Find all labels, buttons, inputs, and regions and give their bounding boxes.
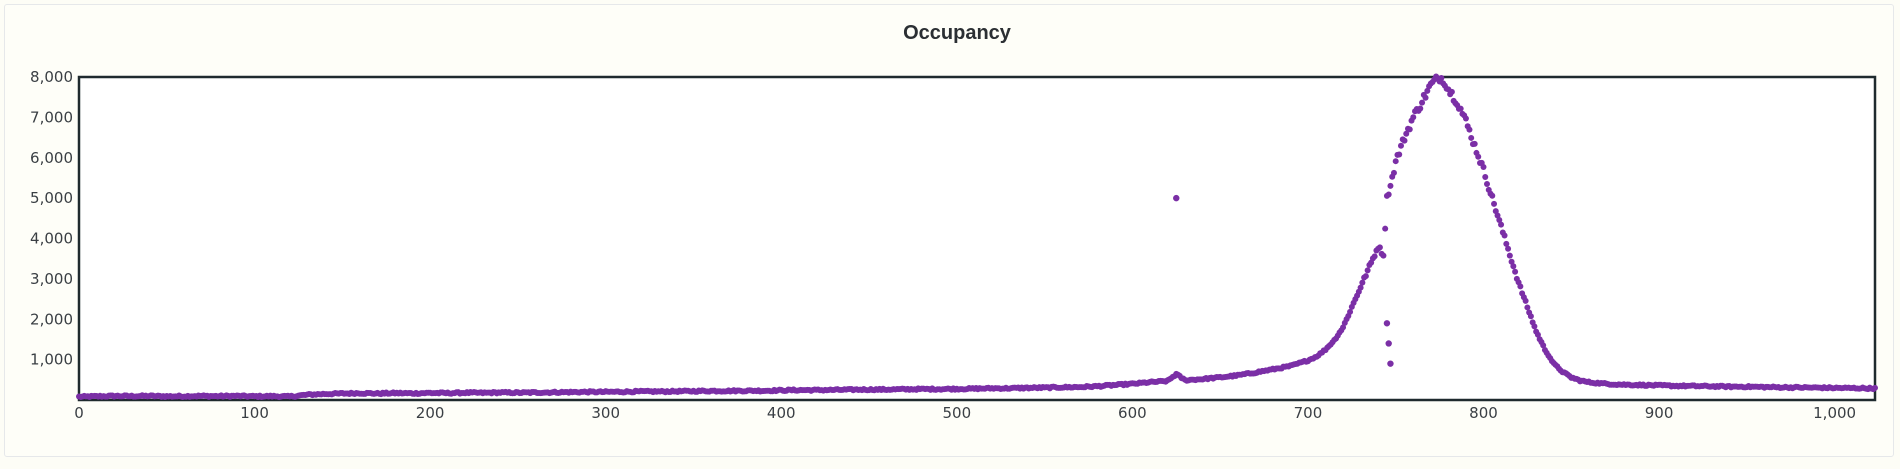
data-point: [1517, 283, 1524, 290]
data-point: [1503, 240, 1510, 247]
data-point: [1540, 342, 1547, 349]
x-tick-label: 600: [1118, 404, 1147, 422]
data-point: [1501, 232, 1508, 239]
x-tick-label: 1,000: [1813, 404, 1856, 422]
x-tick-label: 500: [942, 404, 971, 422]
data-point: [1380, 252, 1387, 259]
outlier-point: [1383, 320, 1391, 327]
data-point: [1510, 263, 1517, 270]
y-tick-label: 7,000: [30, 108, 73, 126]
data-point: [1872, 384, 1878, 391]
data-point: [1396, 151, 1403, 158]
data-point: [1410, 114, 1417, 121]
chart-title: Occupancy: [903, 22, 1012, 44]
data-point: [1491, 200, 1498, 207]
data-point: [1524, 304, 1531, 311]
data-point: [1382, 225, 1389, 232]
y-tick-label: 3,000: [30, 270, 73, 288]
data-point: [1471, 140, 1478, 147]
data-point: [1534, 331, 1541, 338]
data-point: [1457, 105, 1464, 112]
y-tick-label: 6,000: [30, 149, 73, 167]
outlier-point: [1385, 340, 1392, 347]
data-point: [1357, 284, 1364, 291]
data-point: [1371, 253, 1378, 260]
data-point: [1498, 221, 1505, 228]
x-tick-label: 0: [74, 404, 84, 422]
data-point: [1390, 169, 1397, 176]
data-point: [1397, 142, 1404, 149]
y-tick-label: 4,000: [30, 230, 73, 248]
data-point: [1438, 75, 1445, 82]
data-point: [1496, 216, 1503, 223]
x-tick-label: 800: [1469, 404, 1498, 422]
x-tick-label: 400: [767, 404, 796, 422]
data-point: [1480, 164, 1487, 171]
data-point: [1448, 88, 1455, 95]
data-point: [1522, 297, 1529, 304]
data-point: [1512, 268, 1519, 275]
data-point: [1419, 99, 1426, 106]
data-point: [1359, 279, 1366, 286]
plot-area: [77, 75, 1877, 402]
data-point: [1403, 130, 1410, 137]
data-point: [1482, 174, 1489, 181]
y-tick-label: 8,000: [30, 68, 73, 86]
occupancy-chart: Occupancy 0 100 200 300 400 500 600 700 800 900 1,…: [30, 22, 1878, 422]
data-point: [1531, 323, 1538, 330]
data-point: [1422, 94, 1429, 101]
x-tick-label: 100: [240, 404, 269, 422]
data-point: [1505, 245, 1512, 252]
y-tick-label: 1,000: [30, 351, 73, 369]
data-point: [1527, 313, 1534, 320]
x-tick-label: 200: [416, 404, 445, 422]
data-point: [1347, 308, 1354, 315]
data-point: [1392, 158, 1399, 165]
data-point: [1506, 252, 1513, 259]
outlier-point: [1387, 360, 1394, 367]
data-point: [1401, 137, 1408, 144]
data-point: [1387, 182, 1394, 189]
data-point: [1364, 267, 1371, 274]
data-point: [1385, 191, 1392, 198]
y-tick-label: 5,000: [30, 189, 73, 207]
data-point: [1424, 87, 1431, 94]
x-tick-label: 900: [1645, 404, 1674, 422]
data-point: [1484, 180, 1491, 187]
data-point: [1462, 115, 1469, 122]
y-tick-label: 2,000: [30, 310, 73, 328]
x-tick-label: 300: [591, 404, 620, 422]
data-point: [1417, 105, 1424, 112]
data-point: [1406, 126, 1413, 133]
data-point: [1376, 244, 1383, 251]
x-tick-label: 700: [1294, 404, 1323, 422]
data-point: [1489, 192, 1496, 199]
data-point: [1362, 273, 1369, 280]
data-point: [1468, 134, 1475, 141]
chart-panel: Occupancy 0 100 200 300 400 500 600 700 800 900 1,…: [4, 4, 1894, 457]
data-point: [1466, 126, 1473, 133]
outlier-point: [1173, 194, 1180, 202]
data-point: [1475, 153, 1482, 160]
